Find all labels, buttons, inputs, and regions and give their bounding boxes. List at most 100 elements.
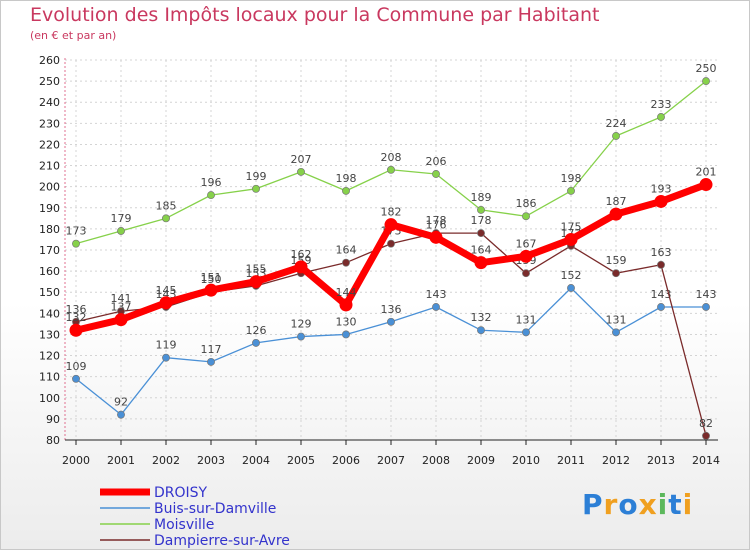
data-label: 182: [381, 206, 402, 219]
data-label: 176: [426, 218, 447, 231]
data-label: 92: [114, 396, 128, 409]
data-point: [207, 357, 215, 366]
data-label: 193: [651, 182, 672, 195]
data-label: 196: [201, 176, 222, 189]
data-point: [519, 249, 533, 263]
data-point: [342, 258, 350, 267]
x-tick-label: 2009: [467, 454, 495, 467]
data-point: [297, 167, 305, 176]
data-label: 144: [336, 286, 357, 299]
y-tick-label: 220: [39, 138, 60, 151]
data-label: 206: [426, 155, 447, 168]
data-point: [387, 317, 395, 326]
data-label: 155: [246, 263, 267, 276]
data-point: [522, 269, 530, 278]
y-tick-label: 110: [39, 371, 60, 384]
data-point: [612, 328, 620, 337]
data-point: [522, 212, 530, 221]
data-point: [114, 313, 128, 327]
data-label: 119: [156, 339, 177, 352]
data-point: [657, 260, 665, 269]
series-droisy: 132 137 145 151 155 162 144 182 176 164 167 175 187 1…: [66, 166, 717, 337]
data-label: 199: [246, 170, 267, 183]
data-label: 150: [201, 273, 222, 286]
y-tick-label: 180: [39, 223, 60, 236]
data-label: 117: [201, 343, 222, 356]
data-label: 233: [651, 98, 672, 111]
y-tick-label: 140: [39, 307, 60, 320]
data-point: [252, 338, 260, 347]
data-point: [432, 303, 440, 311]
y-tick-label: 160: [39, 265, 60, 278]
data-point: [387, 239, 395, 248]
data-label: 198: [561, 172, 582, 185]
data-point: [432, 170, 440, 178]
data-label: 129: [291, 318, 312, 331]
x-tick-label: 2013: [647, 454, 675, 467]
data-point: [117, 227, 125, 235]
data-label: 187: [606, 195, 627, 208]
logo-letter: t: [668, 488, 683, 521]
data-label: 208: [381, 151, 402, 164]
data-label: 163: [651, 246, 672, 259]
x-tick-label: 2001: [107, 454, 135, 467]
data-label: 141: [111, 292, 132, 305]
x-tick-label: 2003: [197, 454, 225, 467]
x-tick-label: 2014: [692, 454, 720, 467]
legend-label: Buis-sur-Damville: [154, 501, 276, 517]
data-label: 132: [66, 311, 87, 324]
y-tick-label: 100: [39, 392, 60, 405]
data-point: [477, 326, 485, 335]
data-label: 152: [561, 269, 582, 282]
logo-letter: x: [638, 488, 658, 521]
data-label: 164: [336, 244, 357, 257]
data-point: [429, 230, 443, 244]
data-point: [702, 77, 710, 86]
chart-title: Evolution des Impôts locaux pour la Comm…: [30, 4, 600, 26]
data-label: 132: [471, 311, 492, 324]
data-point: [342, 330, 350, 339]
legend-label: Dampierre-sur-Avre: [154, 533, 290, 549]
logo-letter: i: [682, 488, 694, 521]
y-tick-label: 260: [39, 54, 60, 67]
data-label: 186: [516, 197, 537, 210]
data-point: [657, 303, 665, 311]
x-tick-label: 2008: [422, 454, 450, 467]
x-tick-label: 2010: [512, 454, 540, 467]
data-point: [567, 186, 575, 195]
data-label: 109: [66, 360, 87, 373]
data-label: 164: [471, 244, 492, 257]
x-tick-label: 2002: [152, 454, 180, 467]
logo-letter: i: [657, 488, 669, 521]
legend-label: Moisville: [154, 517, 214, 533]
data-label: 201: [696, 166, 717, 179]
data-point: [297, 332, 305, 341]
data-point: [204, 283, 218, 297]
x-tick-label: 2012: [602, 454, 630, 467]
proxiti-logo: Proxiti: [582, 488, 693, 521]
data-point: [384, 218, 398, 232]
y-tick-label: 90: [46, 413, 60, 426]
y-tick-label: 250: [39, 75, 60, 88]
data-label: 143: [696, 288, 717, 301]
data-point: [72, 239, 80, 248]
data-label: 136: [66, 303, 87, 316]
data-point: [654, 194, 668, 208]
data-point: [609, 207, 623, 221]
data-label: 162: [291, 248, 312, 261]
data-point: [612, 132, 620, 140]
legend-label: DROISY: [154, 485, 208, 501]
data-point: [612, 269, 620, 278]
data-point: [567, 284, 575, 292]
series-moisville: 173 179 185 196 199 207 198 208 206 189 186 198 224 2…: [66, 62, 717, 248]
data-point: [477, 205, 485, 214]
data-label: 198: [336, 172, 357, 185]
data-label: 82: [699, 417, 713, 430]
data-label: 126: [246, 324, 267, 337]
legend: DROISYBuis-sur-DamvilleMoisvilleDampierr…: [100, 485, 290, 549]
x-tick-label: 2004: [242, 454, 270, 467]
data-label: 151: [201, 271, 222, 284]
data-point: [474, 256, 488, 270]
data-label: 189: [471, 191, 492, 204]
x-tick-label: 2005: [287, 454, 315, 467]
